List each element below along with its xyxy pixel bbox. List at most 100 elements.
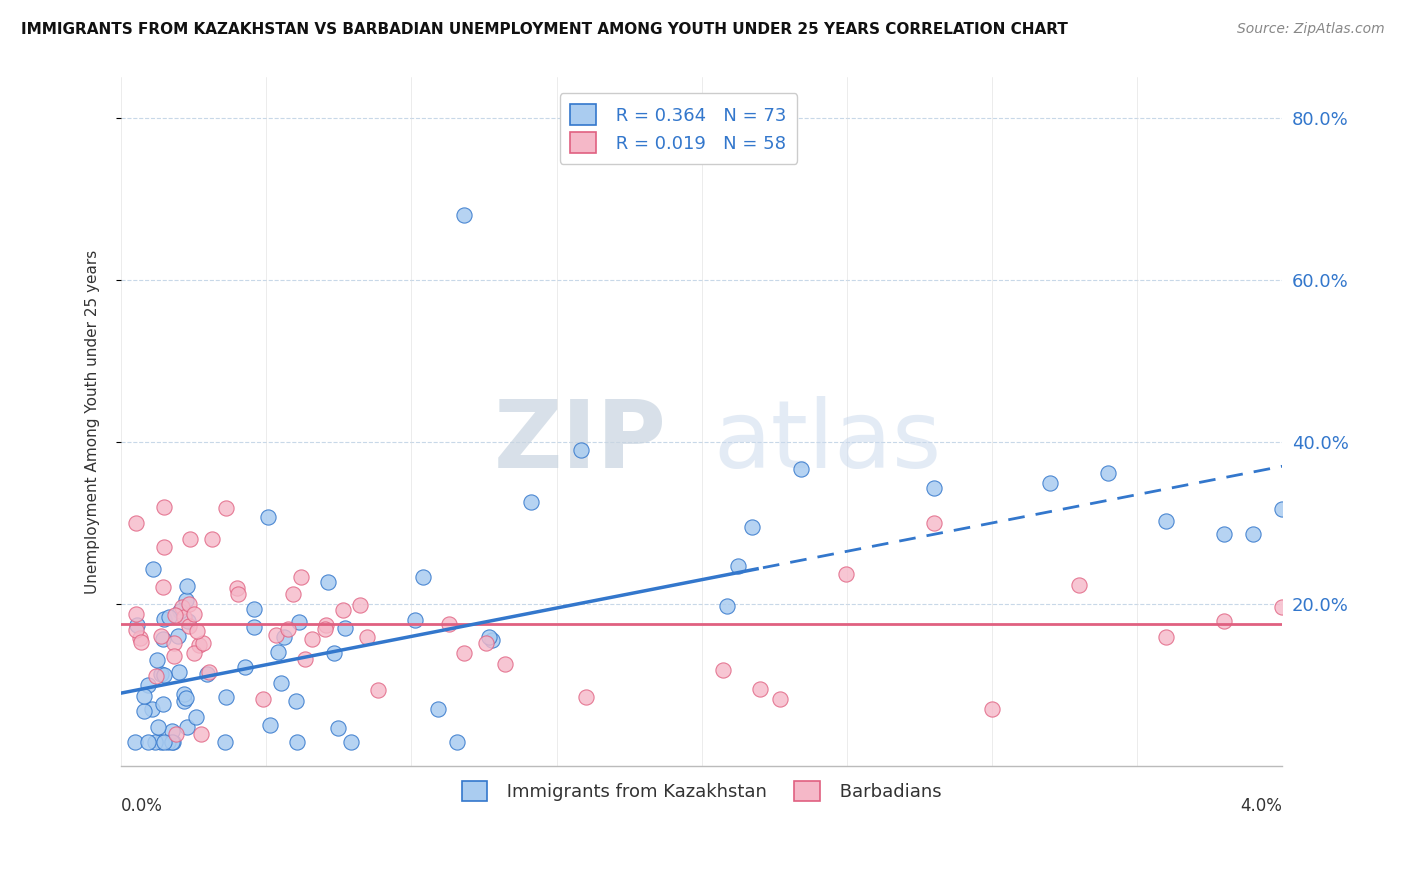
Point xyxy=(177,597,200,611)
Point xyxy=(427,702,450,716)
Point xyxy=(183,646,205,660)
Point xyxy=(198,665,221,680)
Point xyxy=(314,622,336,636)
Point xyxy=(201,533,224,547)
Point xyxy=(169,665,191,680)
Point xyxy=(264,628,287,642)
Point xyxy=(922,481,945,495)
Point xyxy=(145,652,167,666)
Point xyxy=(270,676,292,690)
Point xyxy=(281,587,304,601)
Point xyxy=(129,632,152,646)
Point xyxy=(711,663,734,677)
Point xyxy=(148,720,170,734)
Point xyxy=(125,623,148,637)
Point xyxy=(190,726,212,740)
Point xyxy=(160,735,183,749)
Point xyxy=(575,690,598,704)
Point xyxy=(150,735,173,749)
Point xyxy=(152,580,174,594)
Point xyxy=(412,570,434,584)
Point xyxy=(160,723,183,738)
Point xyxy=(1154,630,1177,644)
Point xyxy=(1067,577,1090,591)
Point xyxy=(1213,614,1236,628)
Point xyxy=(1271,502,1294,516)
Point xyxy=(290,570,312,584)
Point xyxy=(287,615,309,629)
Point xyxy=(284,694,307,708)
Point xyxy=(170,600,193,615)
Point xyxy=(294,652,316,666)
Point xyxy=(790,462,813,476)
Point xyxy=(727,558,749,573)
Point xyxy=(404,613,426,627)
Point xyxy=(173,687,195,701)
Point xyxy=(226,587,249,601)
Point xyxy=(215,501,238,516)
Point xyxy=(446,735,468,749)
Point xyxy=(356,630,378,644)
Point xyxy=(323,646,346,660)
Point xyxy=(569,443,592,458)
Point xyxy=(153,541,176,555)
Point xyxy=(252,691,274,706)
Point xyxy=(226,581,249,595)
Point xyxy=(453,646,475,660)
Point xyxy=(214,735,236,749)
Point xyxy=(301,632,323,646)
Point xyxy=(716,599,738,614)
Point xyxy=(132,689,155,703)
Point xyxy=(186,624,208,638)
Point xyxy=(285,735,308,749)
Point xyxy=(173,694,195,708)
Point xyxy=(1154,514,1177,528)
Point xyxy=(176,720,198,734)
Point xyxy=(340,735,363,749)
Point xyxy=(748,682,770,697)
Point xyxy=(136,735,159,749)
Point xyxy=(176,579,198,593)
Point xyxy=(188,638,211,652)
Point xyxy=(176,691,198,706)
Point xyxy=(163,648,186,663)
Point xyxy=(174,593,197,607)
Point xyxy=(143,735,166,749)
Point xyxy=(439,617,461,632)
Point xyxy=(173,610,195,624)
Point xyxy=(257,510,280,524)
Point xyxy=(177,619,200,633)
Point xyxy=(520,495,543,509)
Point xyxy=(163,607,186,622)
Point xyxy=(367,683,389,698)
Point xyxy=(981,701,1004,715)
Point xyxy=(259,718,281,732)
Point xyxy=(316,575,339,590)
Point xyxy=(922,516,945,530)
Point xyxy=(475,636,498,650)
Point xyxy=(153,735,176,749)
Text: ZIP: ZIP xyxy=(494,396,666,489)
Legend:  Immigrants from Kazakhstan,  Barbadians: Immigrants from Kazakhstan, Barbadians xyxy=(454,773,949,809)
Point xyxy=(186,710,208,724)
Text: 0.0%: 0.0% xyxy=(121,797,163,814)
Point xyxy=(243,620,266,634)
Point xyxy=(183,607,205,621)
Point xyxy=(149,667,172,681)
Point xyxy=(1039,476,1062,491)
Point xyxy=(125,516,148,530)
Point xyxy=(157,610,180,624)
Point xyxy=(349,598,371,612)
Text: Source: ZipAtlas.com: Source: ZipAtlas.com xyxy=(1237,22,1385,37)
Point xyxy=(136,678,159,692)
Point xyxy=(494,657,516,672)
Point xyxy=(163,636,186,650)
Point xyxy=(125,607,148,621)
Point xyxy=(124,735,146,749)
Point xyxy=(129,635,152,649)
Point xyxy=(834,566,856,581)
Point xyxy=(141,702,163,716)
Y-axis label: Unemployment Among Youth under 25 years: Unemployment Among Youth under 25 years xyxy=(86,250,100,594)
Point xyxy=(277,622,299,636)
Point xyxy=(166,629,188,643)
